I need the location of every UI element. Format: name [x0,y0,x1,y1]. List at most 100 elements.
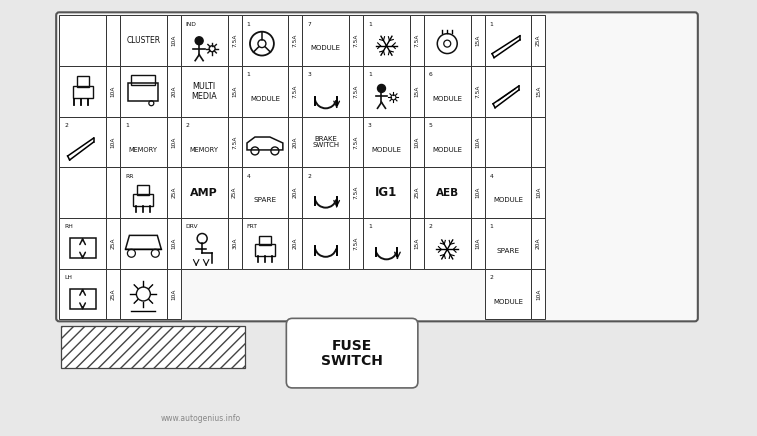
Bar [349,218,363,269]
Bar [120,167,167,218]
Bar [106,269,120,319]
Bar [120,269,167,319]
Text: 1: 1 [247,22,251,27]
Text: 20A: 20A [171,85,176,97]
Text: 15A: 15A [475,35,480,46]
Bar [228,218,241,269]
Text: IND: IND [185,22,197,27]
Bar [106,167,120,218]
Bar [61,326,245,368]
Bar [106,66,120,117]
Bar [228,66,241,117]
Text: 10A: 10A [111,85,116,97]
Bar [120,66,167,117]
Bar [106,218,120,269]
Text: 6: 6 [428,72,432,78]
Bar [363,167,410,218]
Text: 10A: 10A [171,238,176,249]
Text: MODULE: MODULE [310,45,341,51]
Bar [59,218,106,269]
Bar [302,218,349,269]
Bar [531,66,545,117]
Bar [288,167,302,218]
Text: www.autogenius.info: www.autogenius.info [160,414,241,423]
Bar [471,66,484,117]
Text: BRAKE
SWITCH: BRAKE SWITCH [312,136,339,148]
Bar [228,167,241,218]
Bar [181,167,228,218]
Text: MEMORY: MEMORY [129,146,158,153]
Bar [129,83,158,101]
Text: MULTI
MEDIA: MULTI MEDIA [192,82,217,101]
Bar [241,218,288,269]
Bar [349,15,363,66]
Bar [167,15,181,66]
Text: 2: 2 [428,225,433,229]
Bar [363,218,410,269]
Text: 10A: 10A [475,238,480,249]
Bar [424,66,471,117]
Text: 20A: 20A [293,136,298,148]
Bar [59,269,106,319]
Bar [288,66,302,117]
Text: FUSE
SWITCH: FUSE SWITCH [321,339,383,368]
FancyBboxPatch shape [286,318,418,388]
Bar [410,117,424,167]
Text: 20A: 20A [293,187,298,198]
Bar [484,269,531,319]
Bar [531,167,545,218]
Bar [531,117,545,167]
Circle shape [378,85,385,92]
Bar [302,15,349,66]
Text: AMP: AMP [190,187,218,198]
Text: 15A: 15A [536,85,541,97]
Bar [484,218,531,269]
Text: 15A: 15A [414,85,419,97]
Text: LH: LH [64,275,72,280]
Bar [424,167,471,218]
Text: MODULE: MODULE [432,96,463,102]
Text: 1: 1 [125,123,129,128]
Bar [410,66,424,117]
Bar [471,15,484,66]
Bar [120,15,167,66]
Text: 4: 4 [247,174,251,179]
Text: MODULE: MODULE [493,197,523,203]
Bar [120,218,167,269]
Text: 2: 2 [490,275,494,280]
Bar [424,117,471,167]
Text: 20A: 20A [536,238,541,249]
Text: 10A: 10A [536,288,541,300]
Text: 1: 1 [368,72,372,78]
Bar [424,218,471,269]
Bar [181,66,228,117]
Bar [255,245,275,256]
Bar [471,117,484,167]
Text: 30A: 30A [232,238,237,249]
Text: AEB: AEB [436,187,459,198]
Text: MODULE: MODULE [372,146,401,153]
Bar [484,167,531,218]
Bar [59,15,106,66]
Text: 25A: 25A [171,187,176,198]
Text: IG1: IG1 [375,186,397,199]
Text: RH: RH [64,225,73,229]
Bar [106,117,120,167]
Bar [59,66,106,117]
Text: 7.5A: 7.5A [354,237,359,250]
Text: 25A: 25A [111,288,116,300]
Bar [59,117,106,167]
Bar [531,269,545,319]
Text: 7: 7 [307,22,311,27]
Text: 7.5A: 7.5A [293,34,298,48]
Bar [288,218,302,269]
Text: 10A: 10A [536,187,541,198]
Text: 20A: 20A [293,238,298,249]
Text: 15A: 15A [232,85,237,97]
Text: 1: 1 [368,22,372,27]
Text: 7.5A: 7.5A [232,34,237,48]
Bar [410,15,424,66]
Text: 5: 5 [428,123,433,128]
Bar [167,117,181,167]
Bar [410,167,424,218]
